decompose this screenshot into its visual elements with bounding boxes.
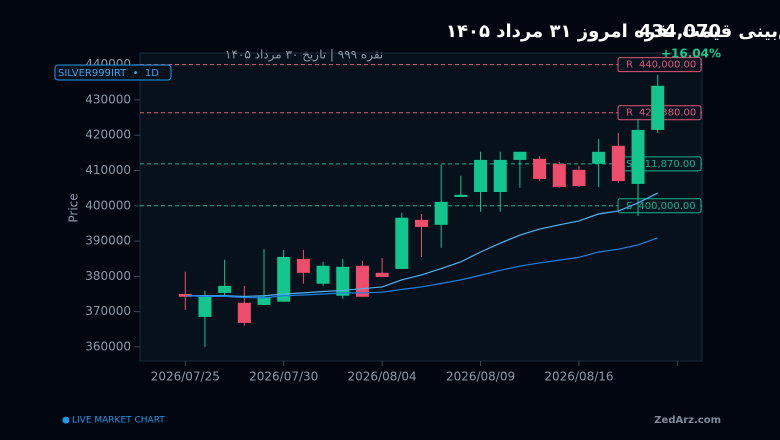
candle-body [296,259,310,273]
y-tick-label: 400000 [85,198,131,212]
badge: SILVER999IRT • 1D [58,68,159,79]
title: پیش‌بینی قیمت نقره امروز ۳۱ مرداد ۱۴۰۵ [446,21,780,42]
y-axis-label: Price [67,193,81,222]
y-tick-label: 430000 [85,92,131,106]
x-tick-label: 2026/07/30 [249,370,318,384]
y-tick-label: 390000 [85,234,131,248]
candle-body [277,256,291,302]
level-value: 440,000.00 [639,60,696,71]
y-tick-label: 360000 [85,339,131,353]
candle-body [552,163,566,188]
subtitle: نقره ۹۹۹ | تاریخ ۳۰ مرداد ۱۴۰۵ [225,48,383,63]
plot-area [139,52,703,362]
level-value: 426,380.00 [639,108,696,119]
badge-box [54,64,172,81]
level-label: S 411,870.00 [626,159,696,170]
candle-body [375,272,389,278]
candle-body [257,296,271,305]
level-kind: R [626,108,633,119]
level-kind: S [626,159,632,170]
candle-body [336,266,350,296]
plot: 360000 370000 380000 390000 400000 410000 4200… [85,57,702,384]
change: +16.04% [661,47,721,61]
footer-live: LIVE MARKET CHART [72,416,165,426]
level-value: 400,000.00 [638,201,695,212]
live-dot: ● [62,416,70,426]
x-tick-label: 2026/08/09 [446,370,515,384]
candle-body [454,194,468,197]
candle-body [395,217,409,269]
level-label: R 426,380.00 [626,108,696,119]
level-value: 411,870.00 [638,159,695,170]
price: 434,070 [639,21,721,42]
y-tick-label: 420000 [85,128,131,142]
y-tick-label: 370000 [85,304,131,318]
x-tick-label: 2026/08/16 [544,370,613,384]
ma-line [185,192,658,298]
candle-body [355,265,369,297]
ma-line [185,237,658,299]
candle-body [611,145,625,182]
y-tick-label: 380000 [85,269,131,283]
x-tick-label: 2026/08/04 [348,370,417,384]
candle-body [493,159,507,193]
candle-body [316,265,330,284]
candle-body [237,302,251,323]
candle-body [414,219,428,227]
candle-body [513,151,527,160]
candle-body [434,201,448,225]
x-tick-label: 2026/07/25 [151,370,220,384]
level-kind: R [626,60,633,71]
footer-brand: ZedArz.com [654,415,721,426]
candle-body [218,285,232,293]
candle-body [631,129,645,184]
candle-body [474,159,488,193]
candle-body [572,169,586,187]
level-box [617,57,702,73]
level-label: R 440,000.00 [626,60,696,71]
candle-body [651,85,665,130]
candle-body [592,151,606,164]
y-tick-label: 410000 [85,163,131,177]
candle-body [198,296,212,317]
candle-body [533,158,547,179]
